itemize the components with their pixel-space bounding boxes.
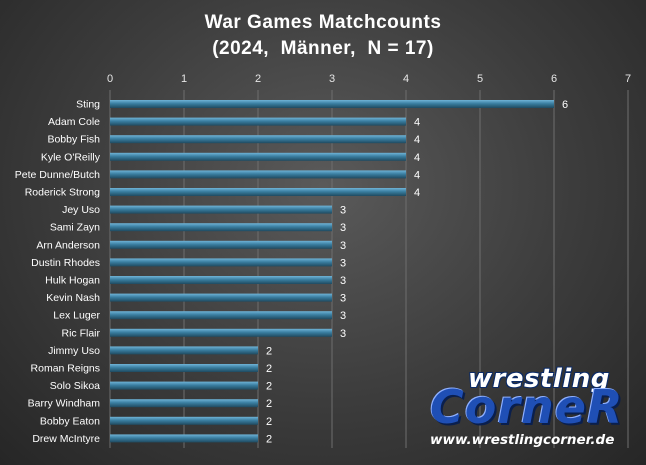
category-label: Roderick Strong: [25, 187, 100, 199]
category-label: Solo Sikoa: [50, 380, 100, 392]
x-tick-label: 2: [255, 73, 261, 85]
bar: [110, 293, 332, 302]
data-label: 3: [340, 257, 346, 269]
bar: [110, 346, 258, 355]
data-label: 2: [266, 398, 272, 410]
category-label: Drew McIntyre: [32, 433, 100, 445]
bar: [110, 364, 258, 372]
bar: [110, 188, 406, 196]
category-label: Sting: [76, 99, 100, 111]
category-label: Jimmy Uso: [48, 345, 100, 357]
data-label: 2: [266, 416, 272, 428]
category-label: Sami Zayn: [50, 222, 100, 234]
x-tick-label: 3: [329, 73, 335, 85]
x-tick-label: 5: [477, 73, 483, 85]
data-label: 3: [340, 240, 346, 252]
bar: [110, 240, 332, 249]
data-label: 2: [266, 345, 272, 357]
logo-top-text: wrestling: [468, 364, 610, 394]
data-label: 2: [266, 363, 272, 375]
category-label: Bobby Fish: [47, 134, 100, 146]
data-label: 4: [414, 187, 420, 199]
category-label: Lex Luger: [53, 310, 100, 322]
logo-url-text: www.wrestlingcorner.de: [430, 432, 615, 448]
wrestlingcorner-logo: wrestling CorneR www.wrestlingcorner.de: [428, 362, 638, 458]
bar: [110, 205, 332, 214]
bar: [110, 170, 406, 179]
category-label: Ric Flair: [62, 327, 101, 339]
bar: [110, 276, 332, 284]
logo-main-text: CorneR: [430, 380, 624, 434]
data-label: 4: [414, 152, 420, 164]
bar: [110, 416, 258, 425]
data-label: 2: [266, 381, 272, 393]
data-label: 2: [266, 433, 272, 445]
data-label: 6: [562, 99, 568, 111]
category-label: Kevin Nash: [46, 292, 100, 304]
x-tick-label: 7: [625, 73, 631, 85]
bar: [110, 434, 258, 443]
data-label: 3: [340, 205, 346, 217]
category-label: Jey Uso: [62, 204, 100, 216]
bar: [110, 311, 332, 320]
x-tick-label: 0: [107, 73, 113, 85]
category-label: Hulk Hogan: [45, 275, 100, 287]
bar: [110, 117, 406, 126]
data-label: 3: [340, 328, 346, 340]
data-label: 3: [340, 275, 346, 287]
data-label: 4: [414, 117, 420, 129]
x-tick-label: 6: [551, 73, 557, 85]
x-tick-label: 4: [403, 73, 409, 85]
category-label: Roman Reigns: [31, 363, 100, 375]
category-label: Kyle O'Reilly: [41, 151, 101, 163]
chart-subtitle: (2024, Männer, N = 17): [212, 38, 434, 59]
bar: [110, 223, 332, 232]
category-label: Pete Dunne/Butch: [15, 169, 100, 181]
x-tick-label: 1: [181, 73, 187, 85]
bar: [110, 328, 332, 337]
category-label: Arn Anderson: [36, 239, 100, 251]
data-label: 3: [340, 293, 346, 305]
chart-title: War Games Matchcounts: [204, 12, 442, 33]
bar: [110, 258, 332, 267]
data-label: 3: [340, 310, 346, 322]
category-label: Dustin Rhodes: [31, 257, 100, 269]
chart-title-block: War Games Matchcounts (2024, Männer, N =…: [0, 10, 646, 62]
data-label: 3: [340, 222, 346, 234]
category-label: Bobby Eaton: [40, 415, 100, 427]
data-label: 4: [414, 134, 420, 146]
bar: [110, 100, 554, 108]
bar: [110, 152, 406, 161]
bar: [110, 135, 406, 144]
category-label: Barry Windham: [28, 398, 101, 410]
data-label: 4: [414, 169, 420, 181]
category-label: Adam Cole: [48, 116, 100, 128]
bar: [110, 399, 258, 408]
bar: [110, 381, 258, 390]
